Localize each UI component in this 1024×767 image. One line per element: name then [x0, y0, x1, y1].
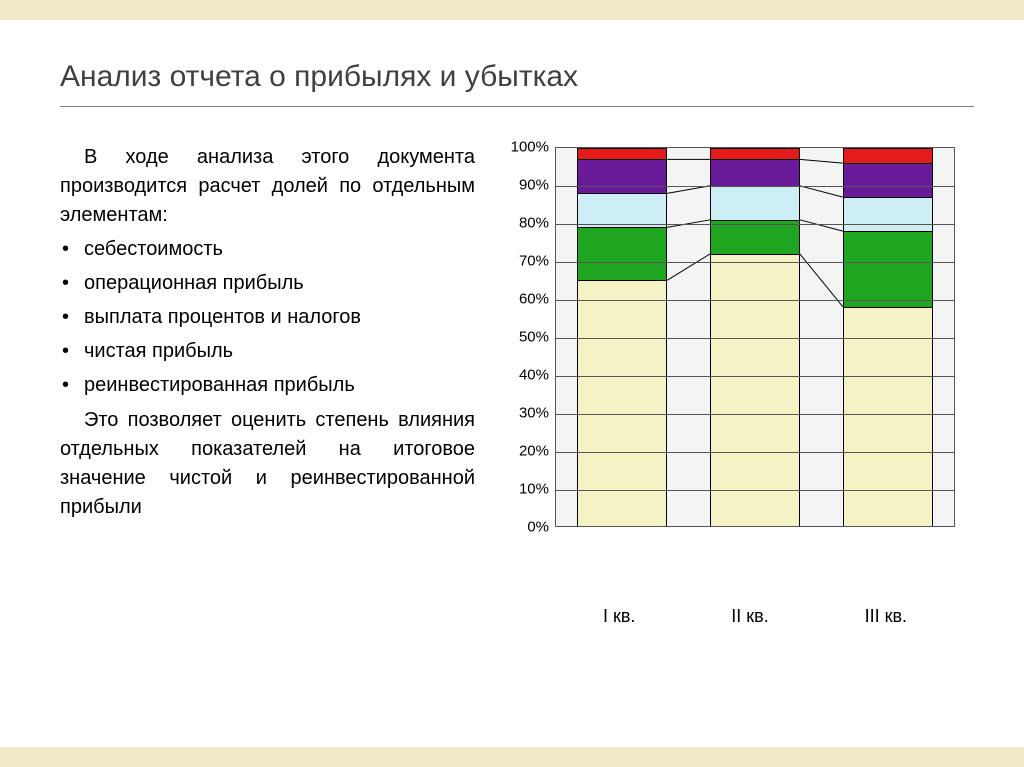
grid-line	[556, 186, 954, 187]
x-axis-labels: I кв. II кв. III кв.	[555, 606, 955, 627]
y-tick-label: 30%	[495, 405, 549, 422]
bars-container	[556, 148, 954, 526]
list-item: реинвестированная прибыль	[60, 371, 475, 400]
text-column: В ходе анализа этого документа производи…	[60, 143, 475, 577]
y-tick-label: 80%	[495, 215, 549, 232]
bar-segment	[578, 159, 666, 193]
chart-column: 0%10%20%30%40%50%60%70%80%90%100% I кв. …	[495, 143, 974, 577]
bar-segment	[844, 163, 932, 197]
y-tick-label: 90%	[495, 177, 549, 194]
page-title: Анализ отчета о прибылях и убытках	[60, 60, 974, 94]
top-border-band	[0, 0, 1024, 20]
y-tick-label: 100%	[495, 139, 549, 156]
grid-line	[556, 338, 954, 339]
y-tick-label: 0%	[495, 519, 549, 536]
bar-segment	[711, 159, 799, 185]
bar-segment	[711, 254, 799, 526]
bar	[843, 148, 933, 526]
chart-plot-area	[555, 147, 955, 527]
list-item: чистая прибыль	[60, 337, 475, 366]
bar-segment	[844, 231, 932, 307]
title-rule	[60, 106, 974, 107]
grid-line	[556, 300, 954, 301]
bar	[710, 148, 800, 526]
x-label: III кв.	[865, 606, 907, 627]
bullet-list: себестоимость операционная прибыль выпла…	[60, 235, 475, 400]
grid-line	[556, 490, 954, 491]
stacked-bar-chart: 0%10%20%30%40%50%60%70%80%90%100% I кв. …	[495, 147, 955, 577]
intro-text: В ходе анализа этого документа производи…	[60, 143, 475, 230]
bar-segment	[711, 148, 799, 159]
x-label: II кв.	[731, 606, 768, 627]
bar-segment	[844, 197, 932, 231]
x-label: I кв.	[603, 606, 635, 627]
y-tick-label: 20%	[495, 443, 549, 460]
bar-segment	[578, 193, 666, 227]
grid-line	[556, 262, 954, 263]
list-item: выплата процентов и налогов	[60, 303, 475, 332]
y-tick-label: 10%	[495, 481, 549, 498]
bar-segment	[844, 307, 932, 526]
grid-line	[556, 414, 954, 415]
y-tick-label: 50%	[495, 329, 549, 346]
bar-segment	[844, 148, 932, 163]
list-item: себестоимость	[60, 235, 475, 264]
bar	[577, 148, 667, 526]
bar-segment	[578, 148, 666, 159]
outro-text: Это позволяет оценить степень влияния от…	[60, 406, 475, 522]
grid-line	[556, 224, 954, 225]
y-tick-label: 70%	[495, 253, 549, 270]
grid-line	[556, 376, 954, 377]
y-tick-label: 40%	[495, 367, 549, 384]
slide-content: Анализ отчета о прибылях и убытках В ход…	[0, 20, 1024, 747]
grid-line	[556, 452, 954, 453]
bar-segment	[711, 186, 799, 220]
list-item: операционная прибыль	[60, 269, 475, 298]
y-tick-label: 60%	[495, 291, 549, 308]
bottom-border-band	[0, 747, 1024, 767]
bar-segment	[578, 227, 666, 280]
